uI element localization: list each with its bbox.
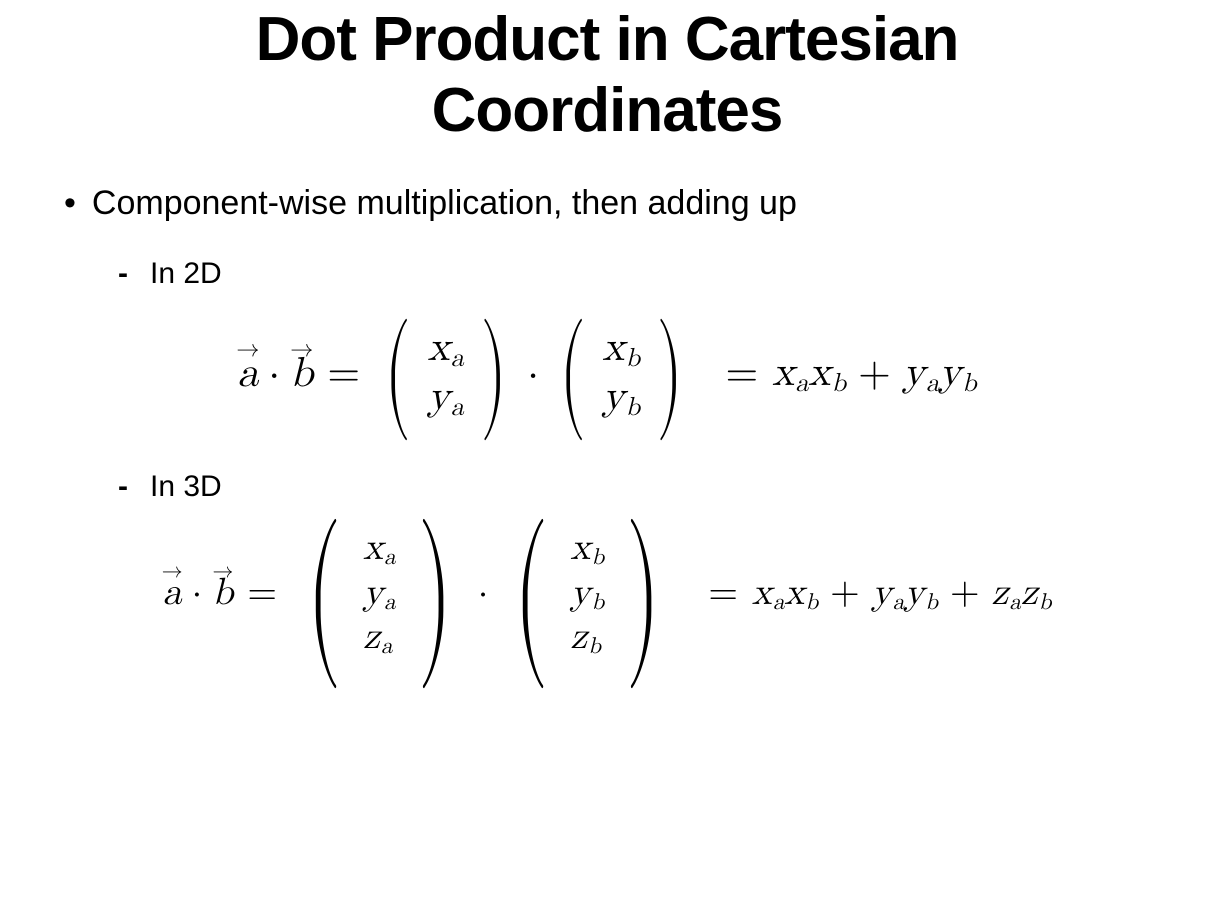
term-yayb: yayb xyxy=(903,345,977,402)
sub-bullet-2d: - In 2D xyxy=(118,254,1154,295)
term-yayb: yayb xyxy=(872,568,938,619)
entry-xb: xb xyxy=(602,325,640,374)
bullet-dot-icon: • xyxy=(64,181,76,227)
dot-operator: · xyxy=(258,346,290,403)
sub-bullet-3d-text: In 3D xyxy=(150,467,222,508)
entry-za: za xyxy=(363,616,392,661)
bullet-main: • Component-wise multiplication, then ad… xyxy=(64,181,1154,227)
column-vector-b-3d: ( xb yb zb ) xyxy=(498,527,676,661)
equation-2d: → a · → b = ( xa ya ) · xyxy=(237,325,976,423)
vector-a: → a xyxy=(163,568,182,619)
dash-icon: - xyxy=(118,467,128,508)
column-vector-b-2d: ( xb yb ) xyxy=(549,325,694,423)
entry-ya: ya xyxy=(428,374,464,423)
equals-sign: = xyxy=(712,346,773,403)
left-paren-icon: ( xyxy=(514,528,548,661)
title-line-2: Coordinates xyxy=(60,75,1154,146)
bullet-list: • Component-wise multiplication, then ad… xyxy=(60,181,1154,661)
dot-operator: · xyxy=(468,568,499,619)
entry-xb: xb xyxy=(570,527,604,572)
equals-sign: = xyxy=(694,568,752,619)
vector-b: → b xyxy=(290,346,313,403)
equation-3d: → a · → b = ( xa ya za ) xyxy=(163,527,1052,661)
term-zazb: zazb xyxy=(992,568,1052,619)
term-xaxb: xaxb xyxy=(752,568,818,619)
plus-sign: + xyxy=(846,346,903,403)
entry-ya: ya xyxy=(363,572,395,617)
entry-xa: xa xyxy=(428,325,464,374)
left-paren-icon: ( xyxy=(385,326,411,421)
entry-xa: xa xyxy=(363,527,395,572)
equals-sign: = xyxy=(313,346,374,403)
entry-zb: zb xyxy=(570,616,601,661)
right-paren-icon: ) xyxy=(626,528,660,661)
right-paren-icon: ) xyxy=(417,528,451,661)
sub-bullet-2d-text: In 2D xyxy=(150,254,222,295)
left-paren-icon: ( xyxy=(560,326,586,421)
dot-operator: · xyxy=(517,346,549,403)
column-vector-a-3d: ( xa ya za ) xyxy=(291,527,468,661)
formula-3d: → a · → b = ( xa ya za ) xyxy=(60,527,1154,661)
bullet-main-text: Component-wise multiplication, then addi… xyxy=(92,181,797,227)
left-paren-icon: ( xyxy=(307,528,341,661)
plus-sign: + xyxy=(938,568,992,619)
column-vector-a-2d: ( xa ya ) xyxy=(374,325,517,423)
plus-sign: + xyxy=(818,568,872,619)
formula-2d: → a · → b = ( xa ya ) · xyxy=(60,325,1154,423)
slide-title: Dot Product in Cartesian Coordinates xyxy=(60,0,1154,147)
slide: Dot Product in Cartesian Coordinates • C… xyxy=(0,0,1214,898)
vector-b: → b xyxy=(212,568,233,619)
vector-a: → a xyxy=(237,346,258,403)
right-paren-icon: ) xyxy=(657,326,683,421)
equals-sign: = xyxy=(233,568,291,619)
dash-icon: - xyxy=(118,254,128,295)
sub-bullet-3d: - In 3D xyxy=(118,467,1154,508)
entry-yb: yb xyxy=(570,572,604,617)
term-xaxb: xaxb xyxy=(772,345,846,402)
dot-operator: · xyxy=(182,568,213,619)
entry-yb: yb xyxy=(602,374,640,423)
right-paren-icon: ) xyxy=(480,326,506,421)
title-line-1: Dot Product in Cartesian xyxy=(60,4,1154,75)
